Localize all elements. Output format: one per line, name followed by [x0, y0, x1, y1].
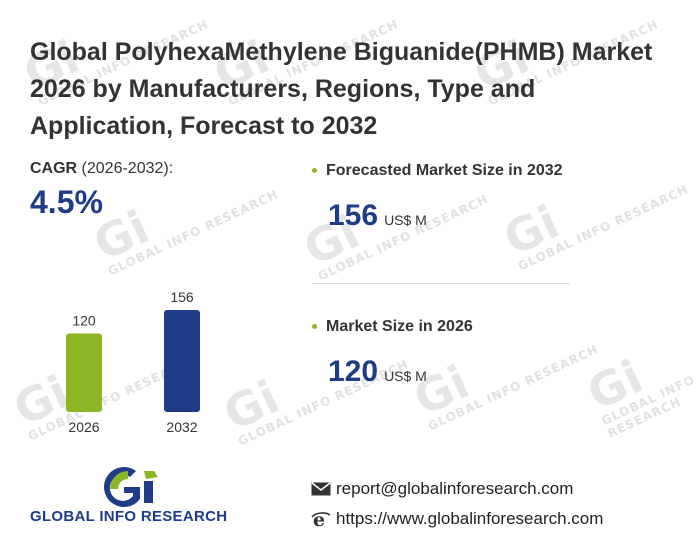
cagr-label: CAGR (2026-2032):: [30, 160, 173, 178]
divider: [312, 283, 570, 284]
bullet-dot-icon: [312, 324, 317, 329]
page-title: Global PolyhexaMethylene Biguanide(PHMB)…: [30, 38, 653, 140]
cagr-label-period: (2026-2032):: [77, 160, 174, 177]
current-label: Market Size in 2026: [312, 317, 572, 337]
cagr-label-bold: CAGR: [30, 160, 78, 177]
data-label-2026: 120: [72, 313, 96, 329]
forecast-label-text: Forecasted Market Size in 2032: [326, 162, 563, 179]
forecast-block: Forecasted Market Size in 2032 156 US$ M: [312, 161, 572, 233]
email-link[interactable]: report@globalinforesearch.com: [336, 479, 574, 498]
data-label-2032: 156: [170, 289, 194, 305]
bar-2032: [164, 310, 200, 412]
gi-logo-icon: [104, 467, 158, 507]
bar-2026: [66, 333, 102, 412]
category-label-2026: 2026: [68, 419, 99, 435]
envelope-icon: [310, 482, 332, 496]
current-value: 120 US$ M: [312, 355, 572, 389]
forecast-label: Forecasted Market Size in 2032: [312, 161, 572, 181]
forecast-unit: US$ M: [384, 212, 427, 228]
website-link[interactable]: https://www.globalinforesearch.com: [336, 509, 604, 528]
current-number: 120: [328, 355, 379, 388]
contact-website[interactable]: e https://www.globalinforesearch.com: [310, 509, 603, 529]
forecast-number: 156: [328, 199, 379, 232]
category-label-2032: 2032: [166, 419, 197, 435]
forecast-value: 156 US$ M: [312, 199, 572, 233]
market-size-bar-chart: 120 2026 156 2032: [66, 289, 200, 435]
logo-text: GLOBAL INFO RESEARCH: [30, 508, 228, 525]
browser-e-icon: e: [310, 509, 332, 529]
current-block: Market Size in 2026 120 US$ M: [312, 317, 572, 389]
current-label-text: Market Size in 2026: [326, 318, 473, 335]
current-unit: US$ M: [384, 368, 427, 384]
cagr-value: 4.5%: [30, 184, 103, 220]
bullet-dot-icon: [312, 168, 317, 173]
svg-text:e: e: [313, 509, 325, 529]
contact-email[interactable]: report@globalinforesearch.com: [310, 479, 573, 499]
